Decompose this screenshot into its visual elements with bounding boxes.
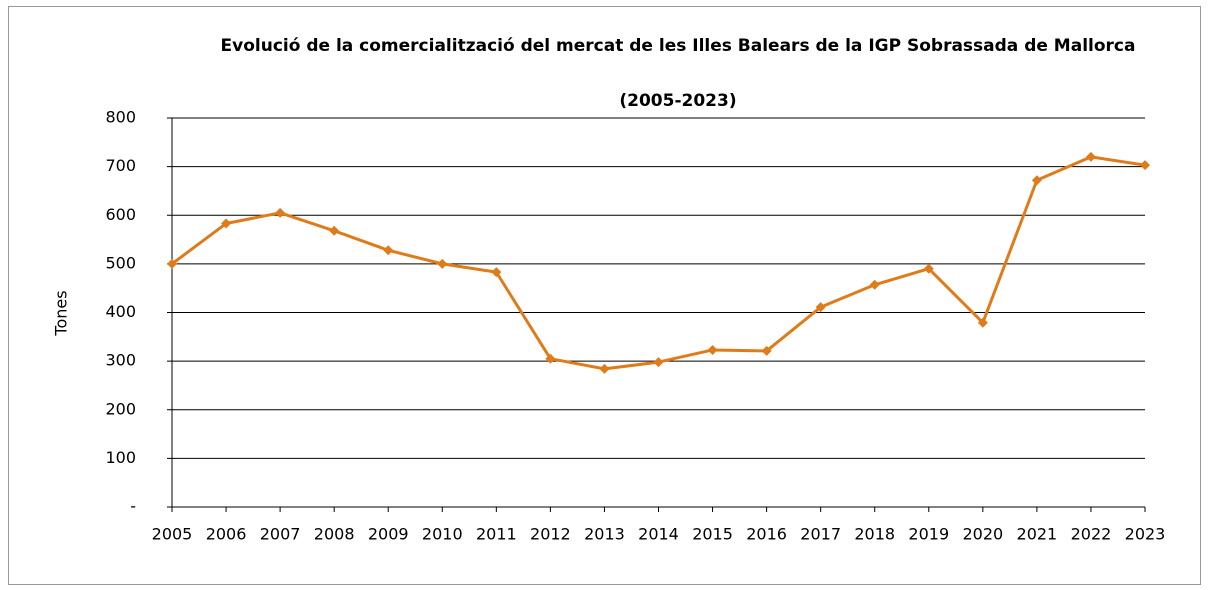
data-point — [1031, 175, 1042, 186]
x-tick-label: 2017 — [800, 525, 841, 544]
data-point — [221, 218, 232, 229]
x-tick-label: 2018 — [854, 525, 895, 544]
x-tick-label: 2008 — [314, 525, 355, 544]
data-point — [869, 279, 880, 290]
data-point — [761, 345, 772, 356]
x-tick-label: 2012 — [530, 525, 571, 544]
frame — [8, 6, 1201, 585]
x-tick-label: 2011 — [476, 525, 517, 544]
y-tick-label: - — [130, 497, 136, 516]
x-tick-label: 2005 — [152, 525, 193, 544]
data-point — [977, 317, 988, 328]
data-point — [599, 363, 610, 374]
data-point — [1140, 160, 1150, 171]
y-tick-label: 700 — [105, 156, 136, 175]
data-point — [437, 258, 448, 269]
x-tick-label: 2014 — [638, 525, 679, 544]
x-tick-label: 2007 — [260, 525, 301, 544]
chart-title: Evolució de la comercialització del merc… — [221, 36, 1136, 56]
x-tick-label: 2023 — [1125, 525, 1166, 544]
data-point — [923, 263, 934, 274]
y-tick-label: 400 — [105, 302, 136, 321]
x-tick-label: 2021 — [1017, 525, 1058, 544]
y-tick-label: 800 — [105, 108, 136, 127]
x-tick-label: 2015 — [692, 525, 733, 544]
data-point — [1085, 151, 1096, 162]
y-tick-label: 200 — [105, 399, 136, 418]
y-tick-label: 500 — [105, 253, 136, 272]
x-tick-label: 2016 — [746, 525, 787, 544]
x-tick-label: 2022 — [1071, 525, 1112, 544]
x-tick-label: 2019 — [908, 525, 949, 544]
y-axis-label: Tones — [52, 290, 71, 336]
data-point — [707, 344, 718, 355]
y-tick-label: 100 — [105, 448, 136, 467]
chart-subtitle: (2005-2023) — [619, 91, 736, 111]
data-point — [815, 302, 826, 313]
x-tick-label: 2009 — [368, 525, 409, 544]
data-point — [545, 353, 556, 364]
x-tick-label: 2010 — [422, 525, 463, 544]
y-tick-label: 600 — [105, 205, 136, 224]
data-point — [653, 357, 664, 368]
x-tick-label: 2013 — [584, 525, 625, 544]
data-point — [491, 267, 502, 278]
x-tick-label: 2020 — [962, 525, 1003, 544]
data-point — [383, 245, 394, 256]
x-tick-label: 2006 — [206, 525, 247, 544]
data-point — [329, 225, 340, 236]
data-point — [167, 258, 177, 269]
y-tick-label: 300 — [105, 351, 136, 370]
data-point — [275, 207, 286, 218]
data-line — [171, 155, 1146, 371]
